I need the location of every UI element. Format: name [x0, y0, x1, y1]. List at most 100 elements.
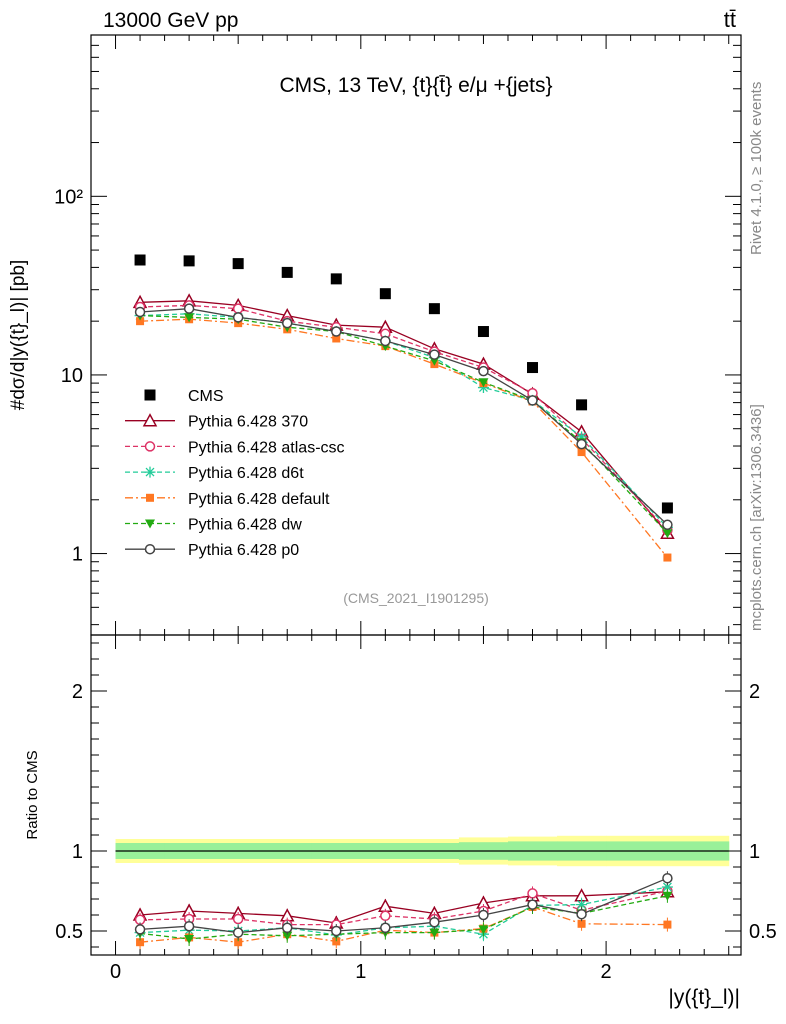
- data-point-cms: [183, 255, 195, 267]
- data-point-p0: [281, 317, 293, 329]
- legend-item-atlas: Pythia 6.428 atlas-csc: [125, 439, 345, 456]
- x-tick-label: 2: [601, 961, 612, 983]
- ratio-y-axis-label: Ratio to CMS: [24, 750, 41, 839]
- data-point-p0: [183, 303, 195, 314]
- series-line-atlas: [140, 304, 668, 531]
- ratio-point-default: [663, 920, 672, 929]
- ratio-series-atlas: [134, 884, 673, 932]
- data-point-p0: [478, 365, 489, 377]
- data-point-p0: [380, 335, 391, 347]
- ratio-point-dw: [429, 928, 440, 938]
- data-point-atlas: [232, 303, 244, 314]
- ratio-line-p370: [140, 891, 668, 924]
- energy-label: 13000 GeV pp: [103, 9, 238, 32]
- data-point-cms: [661, 502, 673, 514]
- ratio-point-dw: [184, 935, 195, 944]
- ratio-point-p0: [281, 922, 293, 934]
- data-point-d6t: [576, 431, 588, 443]
- legend-marker: [144, 389, 156, 401]
- data-point-cms: [134, 254, 146, 266]
- rivet-version-label: Rivet 4.1.0, ≥ 100k events: [748, 82, 765, 255]
- legend-marker: [144, 543, 156, 555]
- legend-marker: [145, 519, 155, 529]
- data-point-default: [136, 317, 145, 326]
- legend-item-p370: Pythia 6.428 370: [125, 413, 308, 431]
- legend-label: Pythia 6.428 dw: [188, 517, 302, 534]
- ratio-point-default: [234, 938, 243, 947]
- ratio-y-tick-label-right: 2: [749, 681, 760, 703]
- analysis-watermark: (CMS_2021_I1901295): [343, 590, 489, 606]
- ratio-y-tick-label-left: 2: [72, 681, 83, 703]
- ratio-point-p0: [662, 872, 673, 884]
- ratio-line-p0: [140, 877, 668, 934]
- data-point-cms: [379, 288, 391, 300]
- ratio-point-p0: [183, 920, 195, 932]
- legend-marker: [146, 493, 154, 502]
- ratio-point-p0: [527, 899, 538, 910]
- legend-item-dw: Pythia 6.428 dw: [125, 517, 302, 534]
- legend-marker: [142, 413, 158, 427]
- data-point-cms: [576, 399, 588, 411]
- ratio-point-dw: [662, 891, 673, 901]
- ratio-line-default: [140, 906, 668, 943]
- data-point-cms: [428, 303, 440, 315]
- data-point-p0: [134, 306, 146, 318]
- ratio-point-dw: [282, 931, 293, 941]
- main-title: CMS, 13 TeV, {t}{t̄} e/μ +{jets}: [279, 74, 552, 97]
- legend-label: CMS: [188, 388, 224, 405]
- data-point-p0: [232, 312, 244, 323]
- legend-item-cms: CMS: [144, 388, 224, 405]
- legend-label: Pythia 6.428 d6t: [188, 465, 304, 482]
- data-point-default: [577, 448, 586, 457]
- series-line-d6t: [140, 313, 668, 528]
- legend-marker: [144, 441, 156, 452]
- ratio-point-p0: [380, 922, 391, 934]
- ratio-point-p0: [232, 927, 244, 938]
- data-point-default: [332, 334, 341, 343]
- ratio-y-tick-label-right: 0.5: [749, 921, 777, 943]
- data-point-cms: [281, 266, 293, 278]
- legend: CMS Pythia 6.428 370 Pythia 6.428 atlas-cs…: [125, 388, 345, 559]
- ratio-series-default: [136, 900, 672, 950]
- process-label: tt̄: [724, 7, 736, 32]
- legend-label: Pythia 6.428 default: [188, 491, 330, 508]
- ratio-series-p0: [134, 871, 673, 940]
- x-tick-label: 0: [110, 961, 121, 983]
- ratio-frame: [90, 634, 742, 956]
- ratio-point-atlas: [527, 888, 538, 899]
- legend-label: Pythia 6.428 p0: [188, 542, 299, 559]
- data-point-cms: [330, 273, 342, 285]
- data-point-p0: [429, 349, 440, 360]
- y-tick-label: 10: [61, 365, 83, 387]
- legend-item-d6t: Pythia 6.428 d6t: [125, 465, 304, 482]
- ratio-point-default: [577, 919, 586, 928]
- data-point-p0: [576, 438, 587, 450]
- data-point-default: [663, 553, 672, 562]
- ratio-line-atlas: [140, 890, 668, 926]
- data-point-p0: [331, 326, 342, 337]
- ratio-point-d6t: [576, 899, 588, 911]
- data-point-d6t: [477, 382, 489, 394]
- ratio-y-tick-label-left: 1: [72, 841, 83, 863]
- legend-label: Pythia 6.428 370: [188, 414, 308, 431]
- data-point-p0: [527, 395, 538, 406]
- data-point-dw: [662, 529, 673, 539]
- ratio-point-p0: [576, 908, 587, 920]
- ratio-point-atlas: [380, 910, 391, 922]
- legend-marker: [144, 466, 156, 478]
- source-label: mcplots.cern.ch [arXiv:1306.3436]: [748, 404, 765, 631]
- ratio-line-dw: [140, 895, 668, 940]
- y-tick-label: 10²: [54, 186, 83, 208]
- x-axis-label: |y({t}_l)|: [668, 986, 740, 1009]
- data-point-cms: [477, 326, 489, 338]
- ratio-point-atlas: [232, 913, 244, 925]
- main-y-axis-label: #dσ/d|y({t}_l)| [pb]: [8, 260, 29, 410]
- data-point-dw: [478, 378, 489, 388]
- ratio-y-tick-label-right: 1: [749, 841, 760, 863]
- ratio-point-p0: [331, 925, 342, 937]
- series-p0: [134, 303, 673, 530]
- ratio-point-p0: [134, 924, 146, 935]
- data-point-dw: [184, 313, 195, 323]
